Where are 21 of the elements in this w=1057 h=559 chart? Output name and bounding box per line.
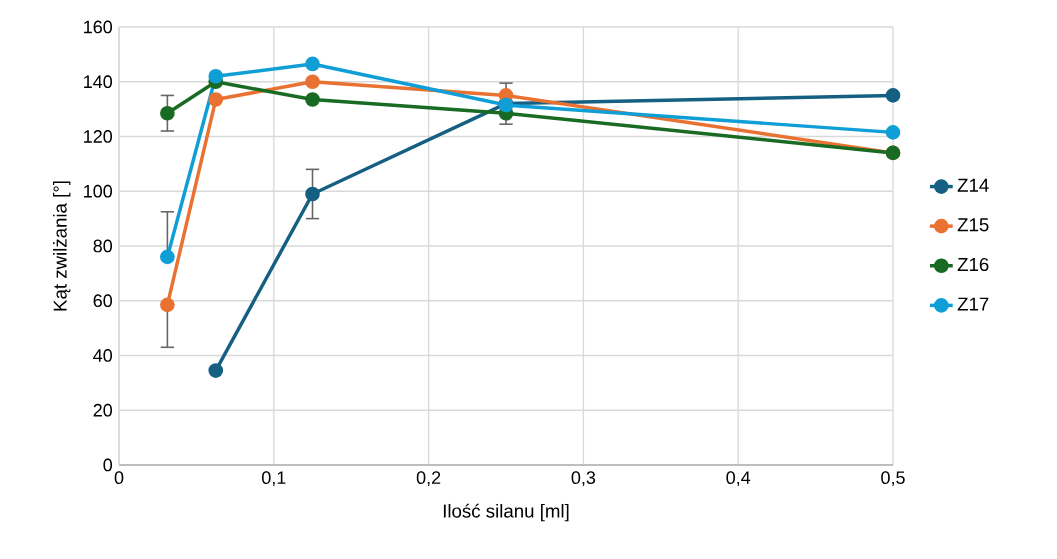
legend-label: Z15 xyxy=(957,218,989,232)
y-axis-title: Kąt zwilżania [°] xyxy=(53,181,71,311)
y-tick-label: 160 xyxy=(84,20,113,34)
x-tick-label: 0,2 xyxy=(416,471,441,487)
y-tick-label: 40 xyxy=(93,349,113,362)
y-tick-label: 80 xyxy=(93,239,113,253)
legend-label: Z17 xyxy=(957,297,989,311)
y-tick-label: 20 xyxy=(93,403,113,417)
x-tick-label: 0,5 xyxy=(881,471,905,487)
y-tick-label: 120 xyxy=(84,130,113,143)
y-tick-label: 60 xyxy=(93,294,113,308)
x-tick-label: 0,3 xyxy=(571,471,596,487)
y-tick-label: 140 xyxy=(84,75,113,89)
y-tick-label: 100 xyxy=(84,184,113,198)
x-tick-label: 0,1 xyxy=(262,471,286,487)
legend-label: Z16 xyxy=(957,257,989,272)
x-axis-title: Ilość silanu [ml] xyxy=(443,503,569,522)
y-tick-label: 0 xyxy=(103,458,113,472)
x-tick-label: 0 xyxy=(114,471,124,484)
legend-label: Z14 xyxy=(957,178,989,192)
x-tick-label: 0,4 xyxy=(726,471,751,487)
